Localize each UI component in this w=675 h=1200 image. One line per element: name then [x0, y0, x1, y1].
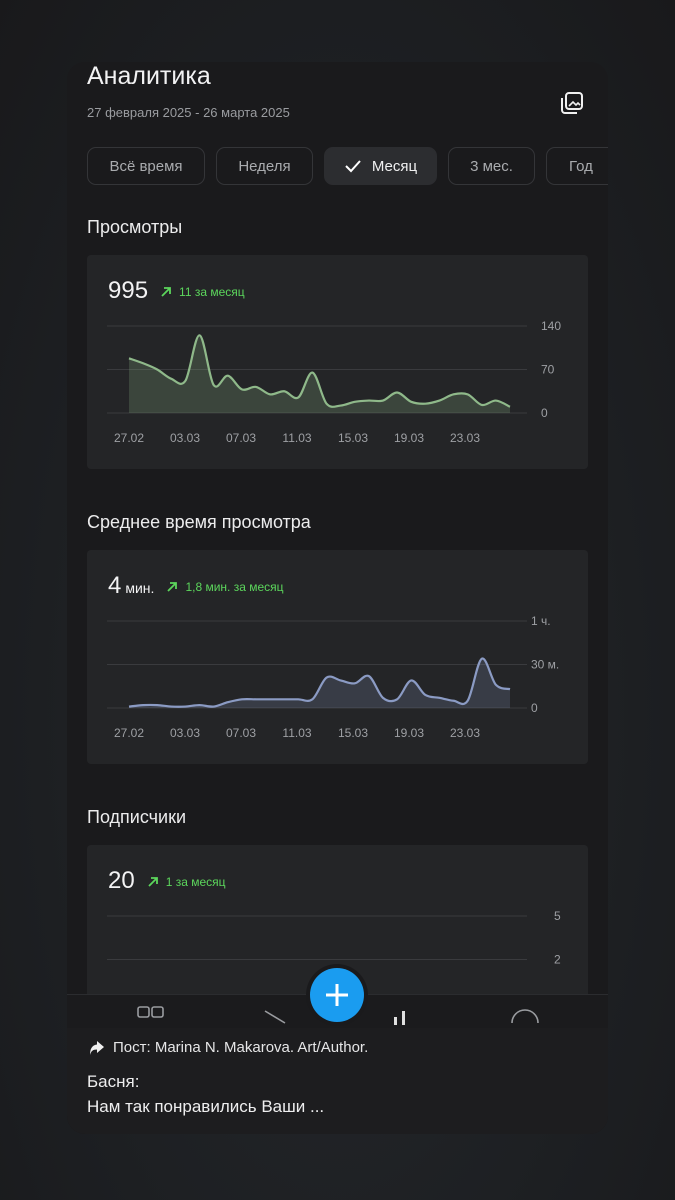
views-chart: 0 70 140 27.02 03.03 07.03 11.03 15.03 19.03 23.0…	[107, 319, 561, 445]
grid-icon[interactable]	[137, 1005, 165, 1019]
views-section-title: Просмотры	[87, 217, 183, 237]
filter-label: Год	[569, 157, 593, 175]
period-filters: Всё время Неделя Месяц 3 мес. Год	[87, 147, 608, 185]
notification-source: Пост: Marina N. Makarova. Art/Author.	[87, 1039, 368, 1056]
filter-week[interactable]: Неделя	[216, 147, 313, 185]
date-range: 27 февраля 2025 - 26 марта 2025	[87, 105, 290, 120]
filter-month[interactable]: Месяц	[324, 147, 437, 185]
x-tick-label: 07.03	[226, 726, 256, 740]
series-area	[129, 335, 510, 413]
avg-time-trend: 1,8 мин. за месяц	[166, 580, 284, 594]
filter-label: Месяц	[371, 157, 418, 175]
subscribers-value: 20	[108, 867, 135, 894]
notification-title: Басня:	[87, 1072, 140, 1091]
x-tick-label: 19.03	[394, 431, 424, 445]
views-trend: 11 за месяц	[160, 285, 245, 299]
check-icon	[344, 159, 362, 173]
play-icon[interactable]	[263, 1005, 287, 1025]
avg-time-value: 4	[108, 572, 122, 599]
y-tick-label: 5	[554, 909, 561, 923]
subscribers-trend: 1 за месяц	[147, 875, 226, 889]
views-panel: 995 11 за месяц 0 70 140 27.02 03.03 07.03 11.…	[87, 255, 588, 469]
filter-all-time[interactable]: Всё время	[87, 147, 205, 185]
y-tick-label: 30 м.	[531, 658, 559, 672]
x-tick-label: 15.03	[338, 431, 368, 445]
filter-label: Неделя	[238, 157, 291, 175]
notification-source-text: Пост: Marina N. Makarova. Art/Author.	[113, 1039, 369, 1056]
avg-time-trend-text: 1,8 мин. за месяц	[185, 580, 284, 594]
y-tick-label: 2	[554, 953, 561, 967]
notification-banner[interactable]: Пост: Marina N. Makarova. Art/Author. Ба…	[67, 1028, 608, 1134]
series-line	[128, 657, 511, 708]
x-tick-label: 15.03	[338, 726, 368, 740]
trend-up-icon	[148, 877, 158, 887]
x-tick-label: 27.02	[114, 431, 144, 445]
avg-time-chart: 0 30 м. 1 ч. 27.02 03.03 07.03 11.03 15.03 19.03…	[107, 614, 559, 740]
x-tick-label: 07.03	[226, 431, 256, 445]
page-title: Аналитика	[87, 62, 211, 90]
filter-3-months[interactable]: 3 мес.	[448, 147, 535, 185]
y-tick-label: 0	[531, 701, 538, 715]
series-line	[128, 334, 511, 408]
create-button[interactable]	[310, 968, 364, 1022]
x-tick-label: 03.03	[170, 726, 200, 740]
profile-icon[interactable]	[509, 1005, 541, 1027]
copy-image-icon	[561, 92, 583, 114]
filter-year[interactable]: Год	[546, 147, 608, 185]
filter-label: Всё время	[109, 157, 183, 175]
plus-icon	[326, 984, 348, 1006]
y-tick-label: 70	[541, 363, 555, 377]
x-tick-label: 03.03	[170, 431, 200, 445]
series-area	[129, 658, 510, 708]
x-tick-label: 11.03	[282, 431, 311, 445]
views-value: 995	[108, 277, 149, 304]
filter-label: 3 мес.	[470, 157, 513, 175]
x-tick-label: 23.03	[450, 726, 480, 740]
avg-time-unit: мин.	[125, 580, 155, 596]
avg-time-panel: 4 мин. 1,8 мин. за месяц 0 30 м. 1 ч. 27.02…	[87, 550, 588, 764]
reply-arrow-icon	[90, 1040, 104, 1055]
y-tick-label: 140	[541, 319, 561, 333]
subscribers-chart: 25	[107, 909, 561, 967]
x-tick-label: 11.03	[282, 726, 311, 740]
views-metric: 995 11 за месяц	[108, 277, 245, 305]
x-tick-label: 23.03	[450, 431, 480, 445]
y-tick-label: 0	[541, 406, 548, 420]
trend-up-icon	[167, 582, 178, 592]
avg-time-metric: 4 мин. 1,8 мин. за месяц	[108, 572, 284, 600]
copy-button[interactable]	[557, 88, 587, 118]
analytics-icon[interactable]	[393, 1005, 409, 1025]
subscribers-section-title: Подписчики	[87, 807, 187, 827]
y-tick-label: 1 ч.	[531, 614, 551, 628]
subscribers-metric: 20 1 за месяц	[108, 867, 226, 895]
x-tick-label: 19.03	[394, 726, 424, 740]
views-trend-text: 11 за месяц	[179, 285, 245, 299]
subscribers-trend-text: 1 за месяц	[165, 875, 226, 889]
x-tick-label: 27.02	[114, 726, 144, 740]
analytics-card: Аналитика 27 февраля 2025 - 26 марта 202…	[67, 62, 608, 1134]
notification-body: Нам так понравились Ваши ...	[87, 1097, 325, 1116]
trend-up-icon	[161, 287, 171, 297]
avg-time-section-title: Среднее время просмотра	[87, 512, 311, 532]
